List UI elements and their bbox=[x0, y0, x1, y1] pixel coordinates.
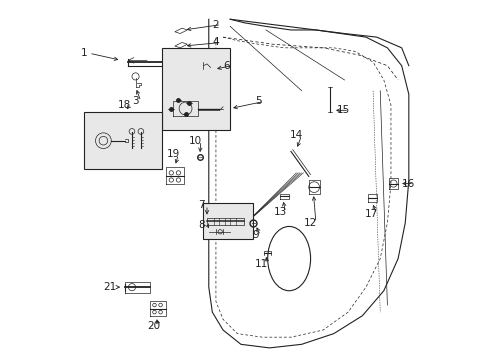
Text: 19: 19 bbox=[166, 149, 179, 159]
Text: 3: 3 bbox=[132, 96, 139, 107]
Text: 2: 2 bbox=[212, 19, 219, 30]
Text: 4: 4 bbox=[212, 37, 219, 48]
Text: 16: 16 bbox=[401, 179, 415, 189]
Text: 6: 6 bbox=[223, 61, 229, 71]
Text: 17: 17 bbox=[364, 209, 377, 219]
Text: 5: 5 bbox=[255, 96, 262, 107]
Text: 11: 11 bbox=[255, 259, 268, 269]
Text: 14: 14 bbox=[289, 130, 302, 140]
Text: 20: 20 bbox=[146, 321, 160, 332]
Text: 13: 13 bbox=[273, 207, 286, 217]
Text: 1: 1 bbox=[80, 48, 87, 58]
Text: 12: 12 bbox=[304, 218, 317, 228]
FancyBboxPatch shape bbox=[203, 203, 253, 239]
FancyBboxPatch shape bbox=[83, 112, 162, 169]
Text: 9: 9 bbox=[251, 230, 258, 240]
Text: 8: 8 bbox=[198, 220, 204, 230]
FancyBboxPatch shape bbox=[162, 48, 230, 130]
Text: 10: 10 bbox=[188, 136, 202, 146]
Text: 7: 7 bbox=[198, 200, 204, 210]
Text: 18: 18 bbox=[118, 100, 131, 110]
Text: 21: 21 bbox=[103, 282, 116, 292]
Text: 15: 15 bbox=[337, 105, 350, 115]
